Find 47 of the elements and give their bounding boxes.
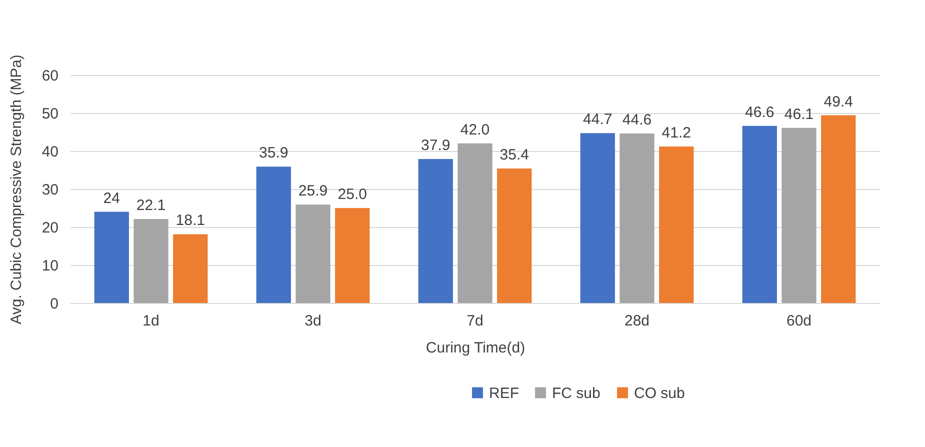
data-label: 18.1 xyxy=(176,212,205,230)
legend-label: CO sub xyxy=(634,384,685,402)
x-tick-label: 3d xyxy=(304,312,322,330)
bar xyxy=(742,126,777,303)
bar xyxy=(782,128,816,303)
data-label: 49.4 xyxy=(824,93,853,110)
bar xyxy=(659,146,694,303)
bar xyxy=(821,115,856,303)
x-tick-label: 60d xyxy=(786,312,812,330)
data-label: 46.6 xyxy=(745,104,774,121)
data-label: 25.9 xyxy=(298,182,328,200)
bar xyxy=(497,168,532,303)
bar xyxy=(418,158,453,303)
y-tick-label: 30 xyxy=(42,182,58,198)
y-tick-label: 0 xyxy=(50,296,58,312)
data-label: 35.4 xyxy=(500,146,529,164)
y-tick-label: 60 xyxy=(42,68,58,84)
bar xyxy=(458,143,492,303)
data-label: 44.7 xyxy=(583,111,612,128)
data-label: 37.9 xyxy=(421,136,450,154)
data-label: 41.2 xyxy=(662,124,691,142)
bar xyxy=(94,212,129,303)
legend-label: REF xyxy=(489,384,519,402)
data-label: 42.0 xyxy=(460,121,490,138)
data-label: 46.1 xyxy=(784,106,814,123)
x-tick-label: 7d xyxy=(466,312,484,330)
data-label: 44.6 xyxy=(622,112,652,129)
y-tick-label: 50 xyxy=(42,106,58,122)
y-axis-title: Avg. Cubic Compressive Strength (MPa) xyxy=(8,54,25,324)
y-tick-label: 40 xyxy=(42,144,58,160)
y-tick-label: 10 xyxy=(42,258,58,274)
data-label: 35.9 xyxy=(259,144,288,162)
data-label: 24 xyxy=(103,190,120,207)
legend-label: FC sub xyxy=(552,384,600,402)
bar xyxy=(256,166,291,303)
bar xyxy=(335,208,370,303)
x-axis-title: Curing Time(d) xyxy=(426,340,526,356)
data-label: 25.0 xyxy=(338,186,367,203)
bar xyxy=(580,133,615,303)
bar xyxy=(296,204,330,303)
x-tick-label: 1d xyxy=(142,312,160,330)
bar xyxy=(620,134,654,303)
x-tick-label: 28d xyxy=(624,312,650,330)
bar xyxy=(173,234,208,303)
y-tick-label: 20 xyxy=(42,220,58,236)
bar xyxy=(134,219,168,303)
data-label: 22.1 xyxy=(136,197,166,214)
